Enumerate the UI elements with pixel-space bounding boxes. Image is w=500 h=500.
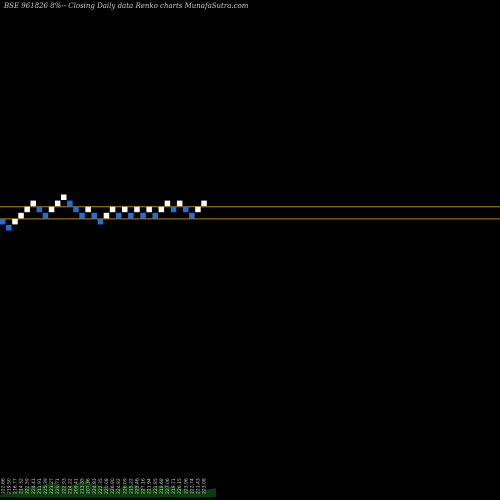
- renko-brick-up: [48, 206, 55, 213]
- renko-brick-down: [91, 212, 97, 219]
- renko-brick-down: [115, 212, 122, 219]
- x-tick-label: 223.27: [49, 478, 55, 494]
- x-tick-label: 220.08: [104, 478, 110, 494]
- renko-brick-down: [36, 206, 43, 213]
- renko-brick-up: [176, 200, 183, 207]
- renko-brick-down: [97, 218, 104, 225]
- x-tick-label: 226.09: [122, 478, 128, 494]
- renko-brick-up: [201, 200, 207, 207]
- x-tick-label: 221.43: [195, 478, 201, 494]
- x-tick-label: 226.90: [110, 478, 116, 494]
- x-tick-label: 209.41: [73, 478, 79, 494]
- x-tick-label: 222.74: [189, 478, 195, 494]
- x-tick-label: 219.50: [6, 478, 12, 494]
- renko-brick-up: [195, 206, 201, 213]
- renko-brick-down: [0, 218, 6, 225]
- x-tick-label: 220.71: [55, 478, 61, 494]
- renko-brick-up: [54, 200, 61, 207]
- renko-brick-down: [6, 225, 12, 231]
- renko-brick-up: [85, 206, 91, 213]
- renko-brick-up: [61, 194, 67, 200]
- x-tick-label: 224.92: [116, 478, 122, 494]
- renko-brick-down: [79, 212, 85, 219]
- x-tick-label: 224.83: [92, 478, 98, 494]
- volume-area: [0, 480, 216, 497]
- x-tick-label: 226.15: [177, 478, 183, 494]
- renko-brick-up: [122, 206, 128, 213]
- renko-brick-down: [42, 212, 49, 219]
- renko-brick-down: [170, 206, 177, 213]
- x-tick-label: 214.22: [67, 478, 73, 494]
- renko-brick-up: [12, 218, 18, 225]
- x-tick-label: 216.77: [12, 478, 18, 494]
- renko-brick-up: [24, 206, 30, 213]
- x-tick-label: 213.35: [80, 478, 86, 494]
- renko-brick-down: [128, 212, 134, 219]
- x-tick-label: 215.22: [128, 478, 134, 494]
- renko-brick-up: [103, 212, 110, 219]
- renko-brick-up: [134, 206, 140, 213]
- renko-brick-up: [18, 212, 24, 219]
- x-tick-label: 219.71: [171, 478, 177, 494]
- renko-brick-down: [140, 212, 146, 219]
- x-tick-label: 211.91: [37, 478, 43, 494]
- chart-title: BSE 961826 8%-- Closing Daily data Renko…: [4, 2, 249, 10]
- x-tick-label: 225.46: [134, 478, 140, 494]
- x-tick-label: 221.85: [153, 478, 159, 494]
- renko-brick-down: [73, 206, 79, 213]
- x-tick-label: 224.41: [31, 478, 37, 494]
- x-tick-label: 219.68: [159, 478, 165, 494]
- x-tick-label: 207.36: [86, 478, 92, 494]
- x-tick-label: 227.16: [141, 478, 147, 494]
- renko-brick-up: [109, 206, 116, 213]
- x-tick-label: 221.94: [147, 478, 153, 494]
- x-tick-label: 222.93: [61, 478, 67, 494]
- renko-brick-up: [146, 206, 152, 213]
- renko-brick-down: [67, 200, 73, 207]
- x-tick-label: 222.66: [0, 478, 6, 494]
- x-tick-label: 225.39: [43, 478, 49, 494]
- renko-brick-up: [164, 200, 171, 207]
- x-tick-label: 214.32: [19, 478, 25, 494]
- x-tick-label: 223.08: [202, 478, 208, 494]
- renko-brick-up: [158, 206, 165, 213]
- x-tick-label: 227.06: [165, 478, 171, 494]
- renko-brick-down: [152, 212, 158, 219]
- renko-brick-down: [189, 212, 195, 219]
- renko-brick-down: [183, 206, 189, 213]
- x-tick-label: 223.96: [183, 478, 189, 494]
- renko-brick-up: [30, 200, 36, 207]
- x-tick-label: 222.35: [98, 478, 104, 494]
- x-tick-label: 222.59: [25, 478, 31, 494]
